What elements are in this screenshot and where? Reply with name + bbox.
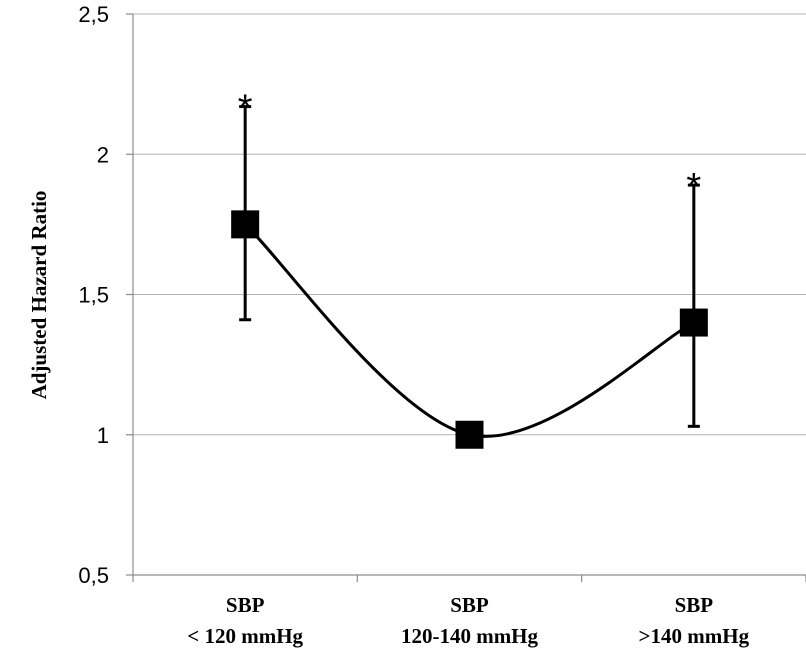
significance-annotations: ** [238,88,702,209]
category-label-1-line2: 120-140 mmHg [401,624,539,648]
y-tick-labels: 0,5 1 1,5 2 2,5 [78,2,109,588]
y-axis-title: Adjusted Hazard Ratio [27,191,51,400]
significance-asterisk-0: * [238,88,253,130]
significance-asterisk-2: * [686,166,701,208]
category-label-2-line1: SBP [675,593,714,617]
data-point-1 [455,420,484,449]
category-label-0-line1: SBP [226,593,265,617]
y-tick-label-0: 0,5 [78,563,109,588]
y-tick-label-4: 2,5 [78,2,109,27]
x-category-labels: SBP < 120 mmHg SBP 120-140 mmHg SBP >140 mmHg [187,593,749,648]
y-tick-label-1: 1 [97,423,109,448]
data-point-0 [231,210,260,239]
error-bar-2 [687,183,700,428]
category-label-0-line2: < 120 mmHg [187,624,303,648]
y-tick-label-3: 2 [97,142,109,167]
data-point-2 [679,308,708,337]
category-label-1-line1: SBP [450,593,489,617]
axes [126,13,806,582]
y-tick-label-2: 1,5 [78,283,109,308]
series-curve [244,223,695,438]
series-line [244,223,695,438]
category-label-2-line2: >140 mmHg [639,624,750,648]
series-markers [231,210,708,449]
